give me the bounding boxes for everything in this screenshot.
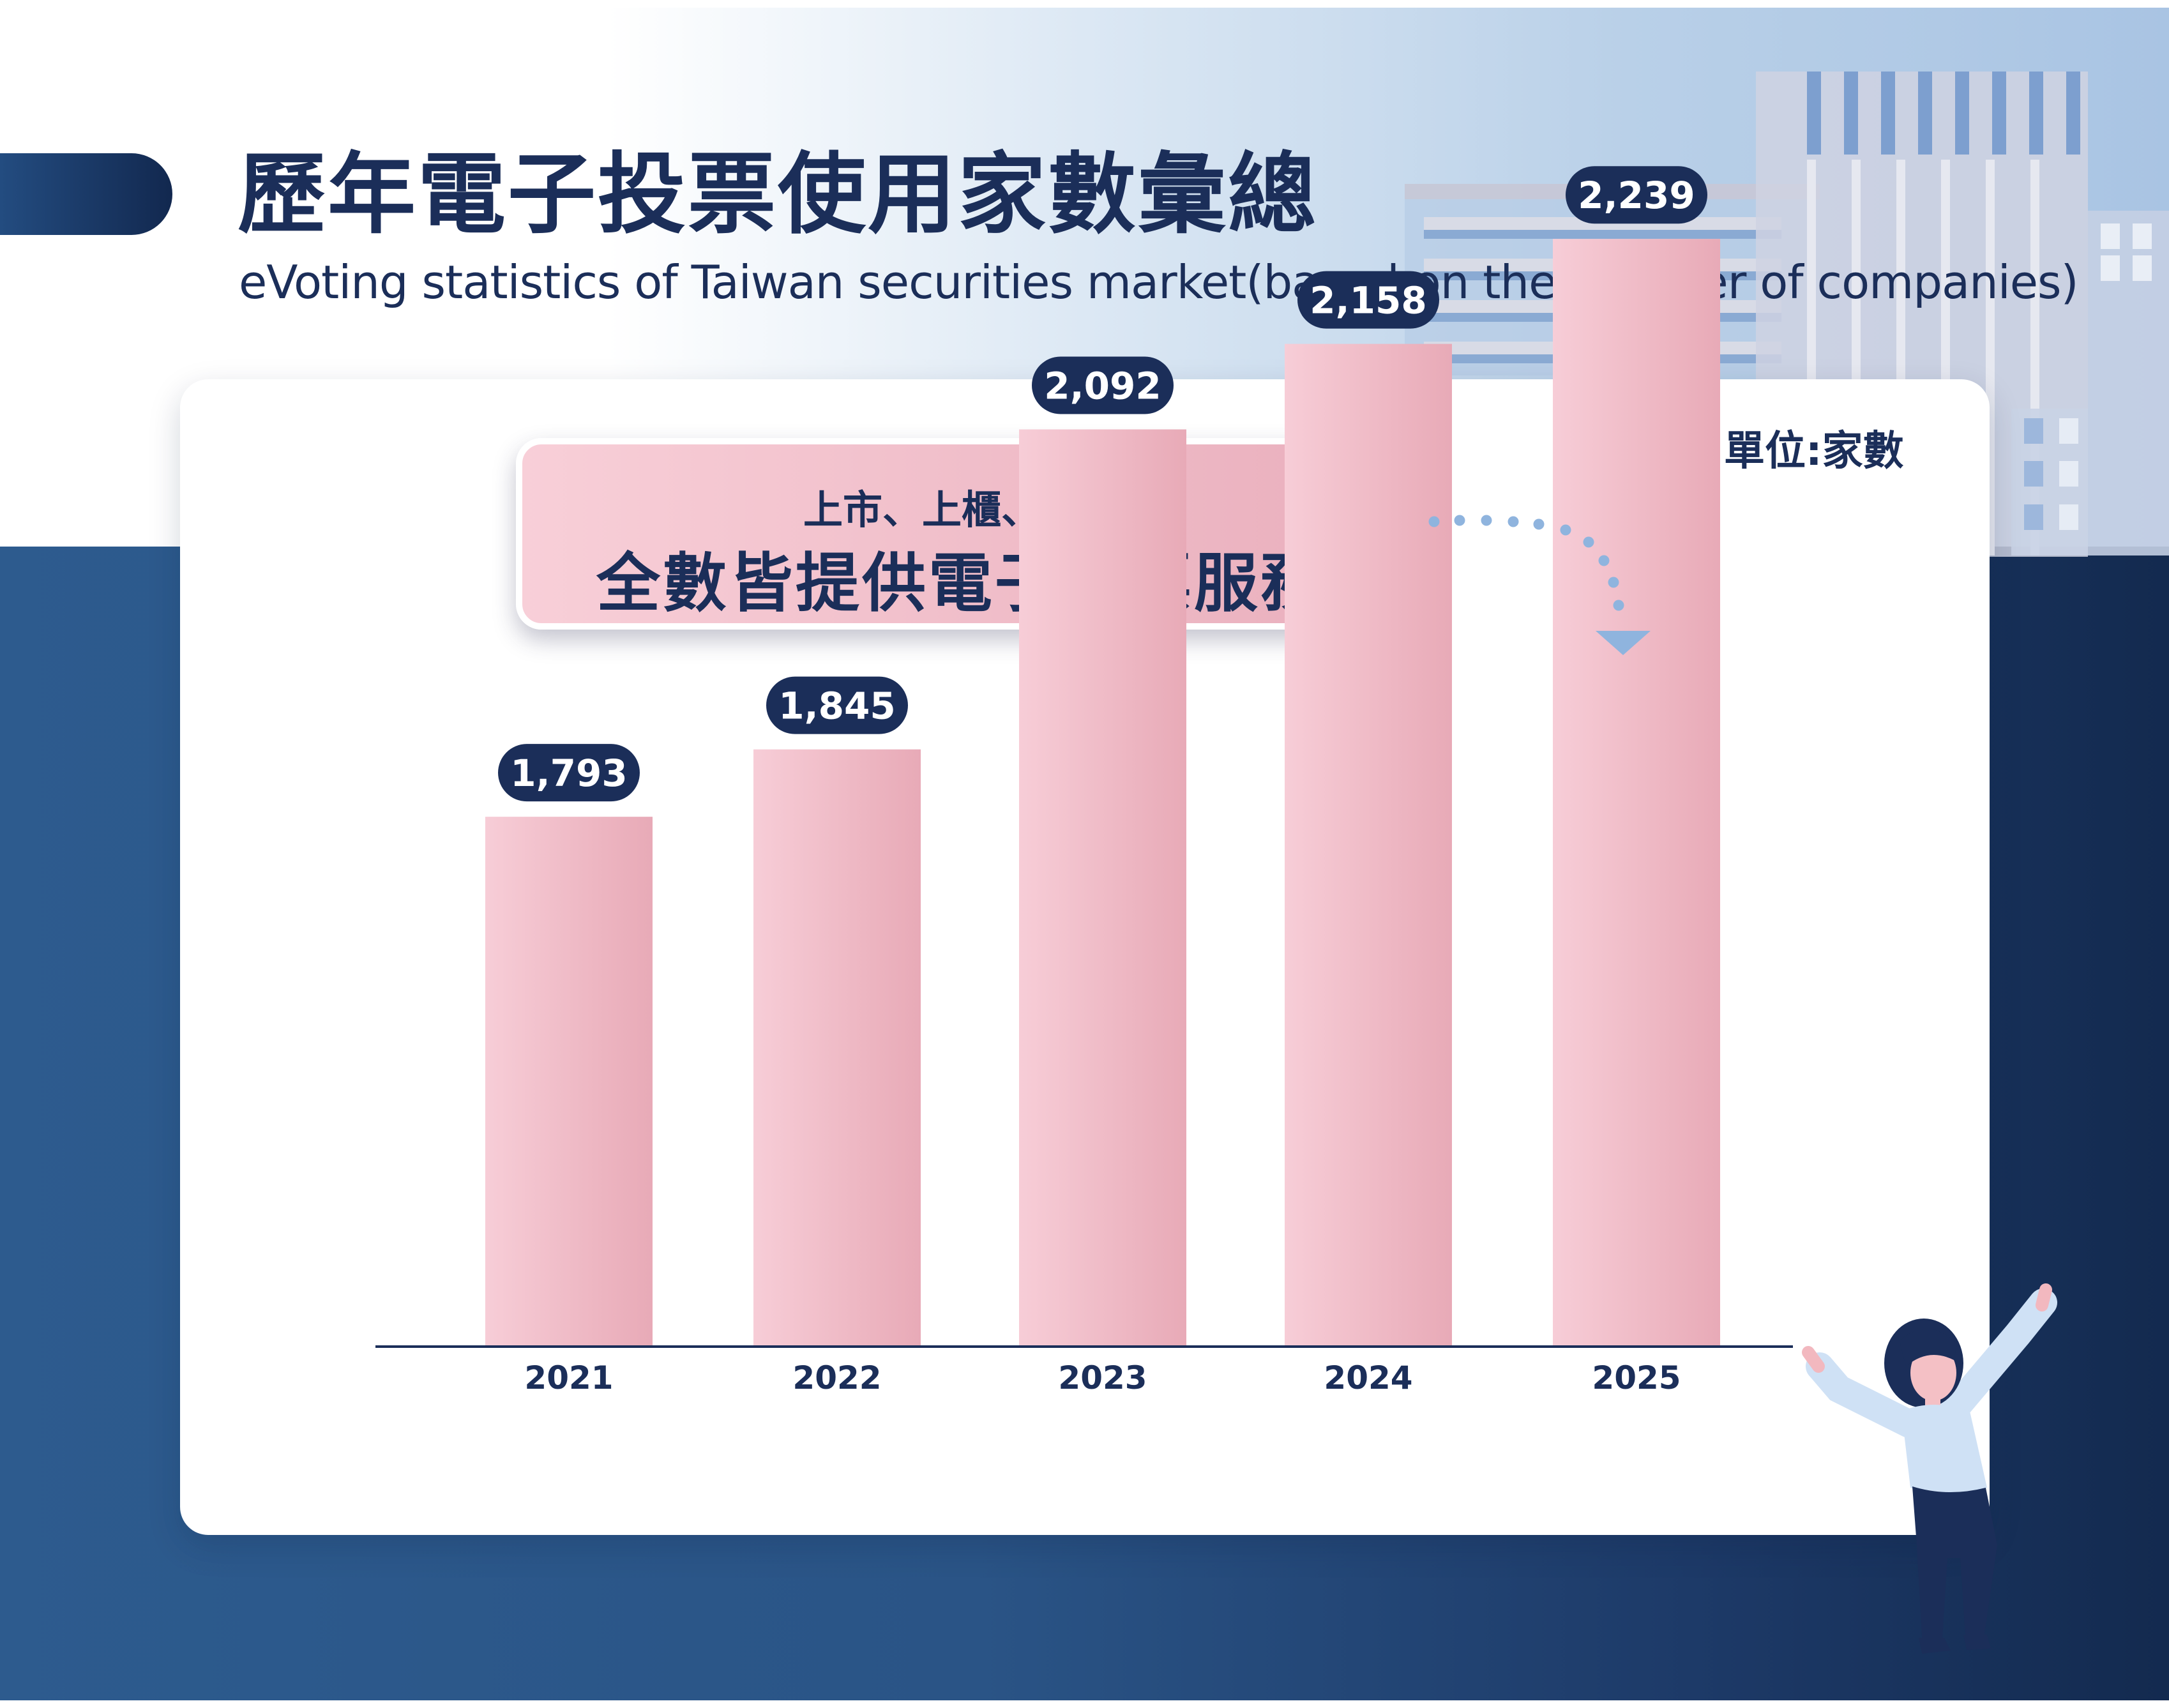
data-label: 1,845 — [778, 684, 895, 728]
callout-box: 上市、上櫃、興櫃 全數皆提供電子投票服務 — [516, 438, 1407, 630]
x-tick-label: 2025 — [1592, 1359, 1681, 1396]
value-pill — [498, 744, 640, 802]
data-label: 1,793 — [510, 752, 627, 795]
arrow-dot — [1598, 555, 1610, 566]
unit-label: 單位:家數 — [1724, 428, 1904, 475]
arrow-dot — [1560, 524, 1571, 536]
callout-headline: 全數皆提供電子投票服務 — [596, 546, 1327, 621]
value-pill — [1032, 356, 1174, 414]
bar-2023 — [1019, 429, 1186, 1345]
x-tick-label: 2022 — [792, 1359, 881, 1396]
arrow-dot — [1508, 516, 1519, 527]
page-subtitle: eVoting statistics of Taiwan securities … — [239, 255, 2079, 309]
data-label: 2,092 — [1044, 364, 1161, 407]
bar-2022 — [753, 749, 921, 1345]
arrow-dot — [1608, 577, 1619, 588]
arrow-dot — [1583, 536, 1594, 548]
value-pill — [1566, 166, 1707, 224]
arrow-dot — [1533, 518, 1545, 530]
bar-2024 — [1285, 344, 1452, 1345]
arrow-dot — [1481, 515, 1492, 526]
page-title: 歷年電子投票使用家數彙總 — [238, 143, 1319, 246]
x-tick-label: 2023 — [1058, 1359, 1147, 1396]
value-pill — [766, 676, 908, 734]
arrow-dot — [1428, 516, 1440, 527]
arrow-dot — [1613, 600, 1624, 611]
arrow-dot — [1454, 515, 1465, 526]
x-tick-label: 2021 — [524, 1359, 613, 1396]
data-label: 2,158 — [1310, 279, 1426, 322]
bar-2025 — [1553, 239, 1720, 1345]
x-tick-label: 2024 — [1324, 1359, 1412, 1396]
data-label: 2,239 — [1578, 174, 1695, 217]
bar-2021 — [485, 817, 653, 1345]
arrow-head — [1596, 631, 1651, 655]
title-accent-pill — [0, 153, 172, 235]
value-pill — [1297, 271, 1439, 329]
